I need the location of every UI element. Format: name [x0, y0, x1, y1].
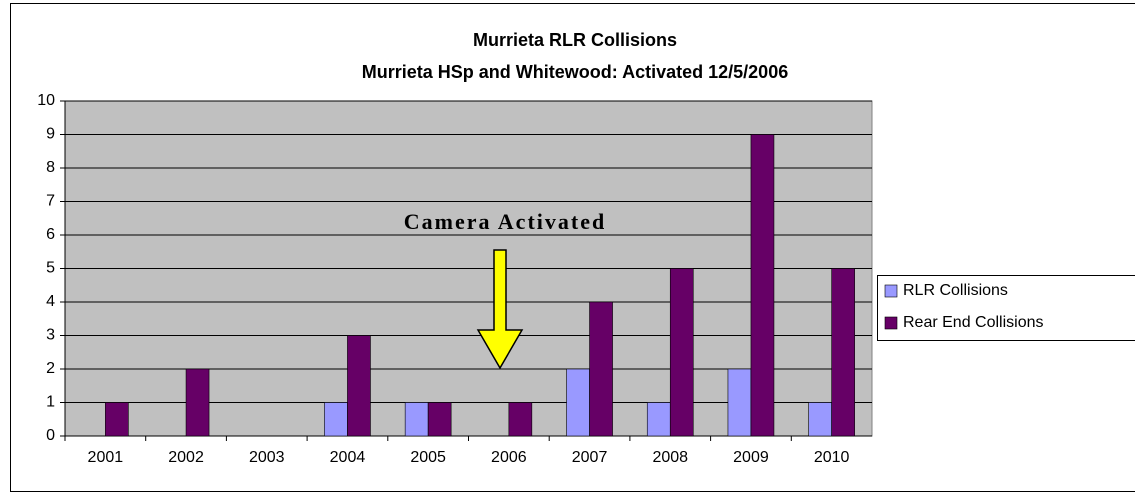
legend-label: RLR Collisions	[903, 282, 1008, 299]
bar	[727, 368, 752, 437]
x-tick-label: 2007	[572, 449, 608, 466]
bar	[508, 402, 533, 437]
y-tick-label: 9	[46, 126, 55, 143]
y-tick-label: 4	[46, 293, 55, 310]
y-tick-label: 7	[46, 193, 55, 210]
x-tick-label: 2003	[249, 449, 285, 466]
legend	[877, 275, 1135, 341]
bar	[185, 368, 210, 437]
arrow	[476, 249, 524, 370]
grid: 0 1 2 3 4 5 6 7 8 9 10 2001 2002 2003 2004 2005 2006 2007…	[37, 92, 872, 466]
bar	[347, 335, 371, 437]
x-tick-label: 2008	[652, 449, 688, 466]
bar	[105, 402, 129, 437]
legend-swatch	[884, 316, 898, 330]
y-tick-label: 0	[46, 427, 55, 444]
bar	[646, 402, 671, 437]
bar	[404, 402, 429, 437]
bar	[427, 402, 452, 437]
x-tick-label: 2006	[491, 449, 527, 466]
x-tick-label: 2002	[168, 449, 204, 466]
y-tick-label: 2	[46, 360, 55, 377]
annotation: Camera Activated	[404, 209, 606, 234]
y-tick-label: 8	[46, 159, 55, 176]
y-tick-label: 6	[46, 226, 55, 243]
x-tick-label: 2005	[410, 449, 446, 466]
bar	[566, 368, 590, 437]
y-tick-label: 1	[46, 394, 55, 411]
legend-label: Rear End Collisions	[903, 314, 1044, 331]
bar	[324, 402, 348, 437]
y-tick-label: 3	[46, 327, 55, 344]
bar	[750, 134, 775, 437]
bar	[808, 402, 832, 437]
y-tick-label: 5	[46, 260, 55, 277]
legend-swatch	[884, 284, 898, 298]
x-tick-label: 2010	[814, 449, 850, 466]
x-tick-label: 2001	[88, 449, 124, 466]
bar	[669, 268, 694, 437]
chart-title: Murrieta RLR Collisions	[473, 30, 677, 50]
x-tick-label: 2009	[733, 449, 769, 466]
x-tick-label: 2004	[330, 449, 366, 466]
bars	[105, 134, 855, 437]
y-tick-label: 10	[37, 92, 55, 109]
chart-subtitle: Murrieta HSp and Whitewood: Activated 12…	[362, 62, 788, 82]
bar	[831, 268, 855, 437]
bar	[589, 301, 613, 437]
legend-entries: RLR Collisions Rear End Collisions	[884, 282, 1044, 331]
